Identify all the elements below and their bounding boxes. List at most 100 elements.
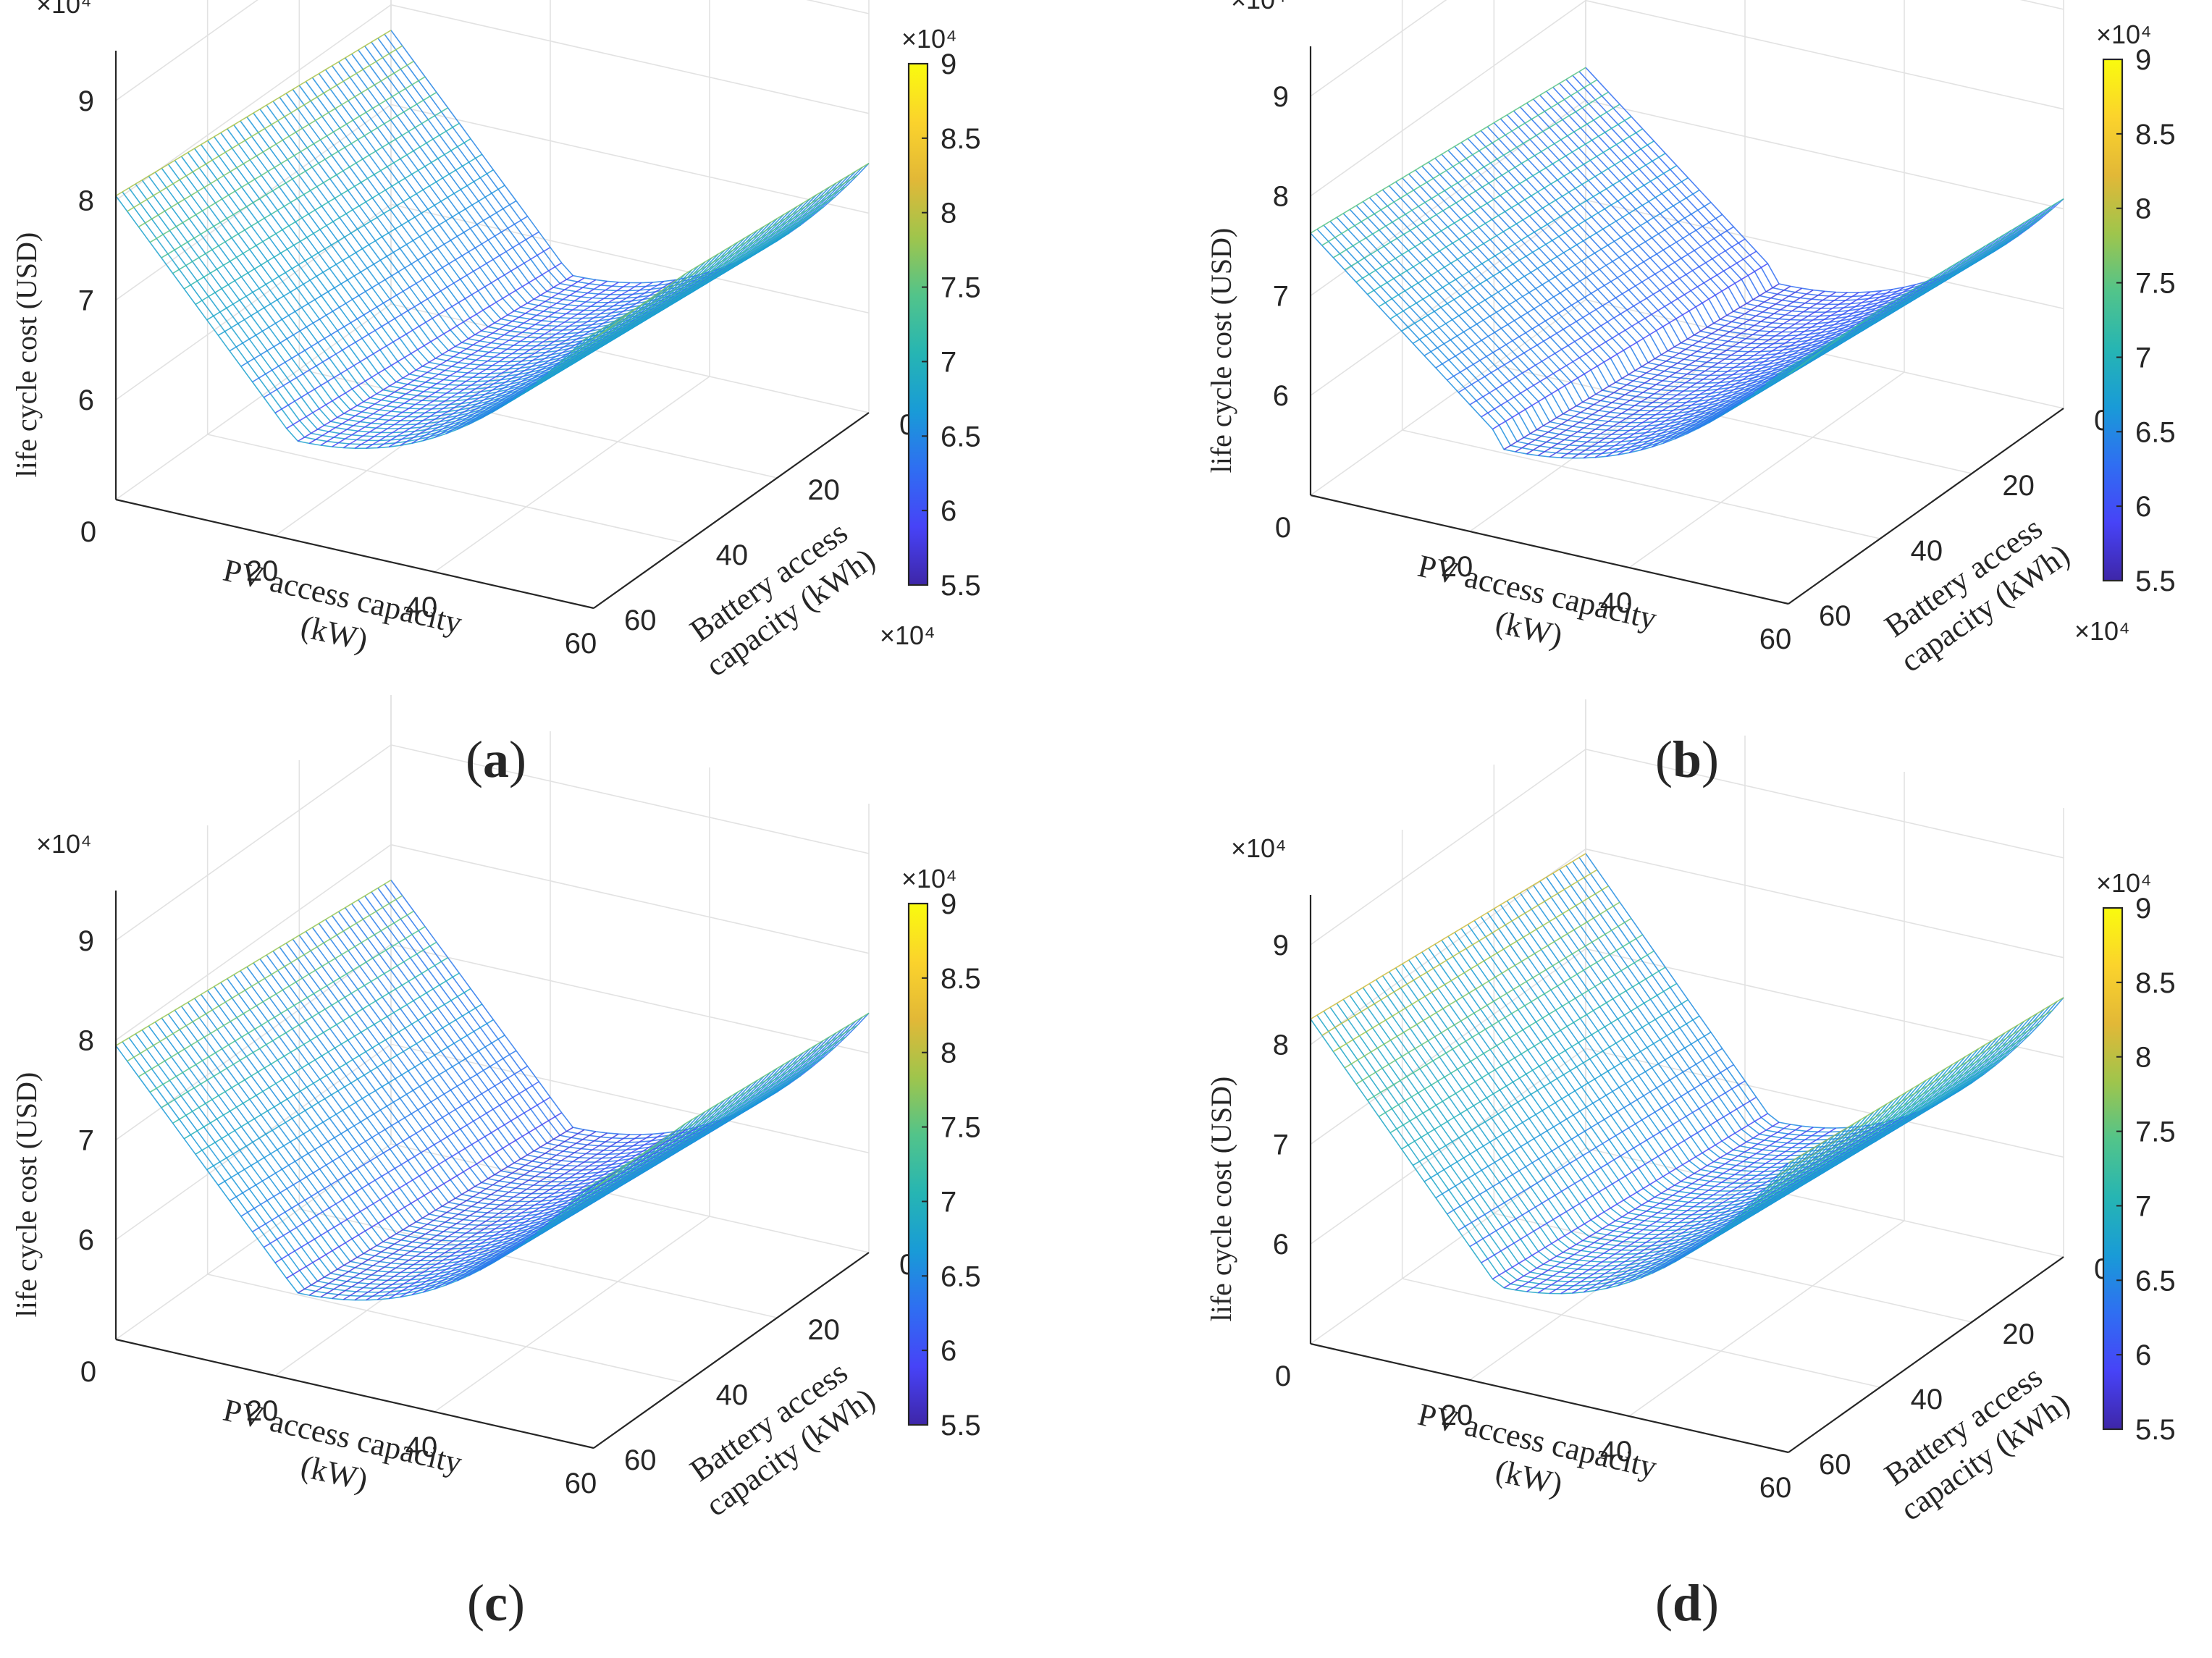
surface-line [1469, 1080, 1746, 1247]
z-axis-title: life cycle cost (USD) [1205, 228, 1237, 474]
grid-line [1310, 948, 1586, 1145]
grid-line [806, 0, 870, 14]
surface-line [308, 1129, 585, 1296]
colorbar-gradient [2103, 59, 2122, 581]
surface-line [351, 54, 830, 308]
grid-line [207, 434, 686, 544]
surface-line [1788, 198, 2064, 375]
surface-line [320, 279, 597, 446]
colorbar-tick-label: 6.5 [941, 421, 981, 453]
surface-line [1560, 291, 1837, 458]
surface-line [195, 138, 471, 306]
colorbar-tick-label: 7.5 [941, 1112, 981, 1144]
surface-line [1435, 201, 1712, 369]
y-tick-label: 60 [624, 605, 657, 636]
surface-line [1492, 1113, 1768, 1280]
caption-letter: c [484, 1574, 508, 1632]
colorbar-gradient [2103, 908, 2122, 1429]
caption-open-paren: ( [466, 731, 483, 788]
y-axis-line [593, 1252, 870, 1449]
colorbar-tick-label: 7 [941, 1186, 956, 1218]
surface-mesh-d [1310, 853, 2064, 1295]
colorbar-a: 5.566.577.588.59×10⁴×10⁴ [880, 24, 981, 650]
surface-line [1481, 1096, 1757, 1263]
z-tick-label: 9 [1273, 930, 1289, 961]
surface-line [366, 282, 642, 449]
surface-line [377, 1133, 653, 1300]
surface-line [1321, 79, 1598, 246]
colorbar-tick-label: 5.5 [941, 570, 981, 602]
grid-line [299, 1208, 778, 1318]
surface-line [138, 910, 414, 1077]
surface-line [1708, 1074, 1985, 1240]
surface-line [364, 895, 844, 1151]
surface-line [345, 907, 824, 1163]
surface-line [377, 888, 857, 1143]
surface-line [358, 49, 837, 303]
x-axis-line [1310, 1342, 1789, 1454]
z-tick-label: 9 [1273, 81, 1289, 113]
surface-line [1537, 289, 1814, 456]
colorbar-gradient [909, 904, 928, 1425]
surface-line [400, 279, 676, 446]
surface-line [536, 1066, 812, 1233]
surface-line [252, 1065, 529, 1232]
surface-line [559, 1047, 836, 1213]
z-tick-label: 6 [78, 1224, 94, 1256]
surface-line [1355, 917, 1632, 1085]
surface-line [1583, 292, 1859, 459]
gridlines [1310, 0, 2064, 605]
surface-line [229, 185, 505, 352]
surface-line [525, 1075, 802, 1242]
colorbar-exponent-bottom: ×10⁴ [880, 620, 935, 650]
surface-line [1401, 982, 1678, 1150]
colorbar-tick-label: 7.5 [2135, 1116, 2176, 1148]
surface-line [183, 972, 460, 1140]
surface-line [1560, 1127, 1837, 1295]
grid-line [390, 4, 870, 114]
surface-line [1617, 1119, 1893, 1287]
surface-line [371, 41, 850, 295]
x-axis-line [115, 1338, 594, 1449]
panel-caption-d: (d) [1655, 1574, 1719, 1632]
grid-line [207, 1274, 686, 1384]
grid-line [390, 203, 870, 314]
surface-line [1606, 1122, 1883, 1289]
surface-line [400, 1131, 676, 1298]
surface-line [1628, 1116, 1905, 1283]
surface-line [1526, 1125, 1803, 1292]
surface-line [1389, 153, 1666, 320]
y-axis-title: Battery accesscapacity (kWh) [1872, 1355, 2076, 1528]
grid-line [115, 844, 392, 1041]
grid-line [1402, 429, 1880, 539]
grid-line [390, 1143, 870, 1253]
y-tick-label: 20 [2002, 470, 2035, 502]
surface-line [115, 879, 392, 1046]
x-tick-label: 0 [80, 516, 96, 548]
colorbar-tick-label: 6.5 [941, 1261, 981, 1292]
surface-line [342, 282, 619, 449]
z-axis-title: life cycle cost (USD) [1205, 1077, 1237, 1322]
y-axis-title: Battery accesscapacity (kWh) [678, 1350, 881, 1523]
surface-line [1565, 79, 2045, 306]
colorbar-tick-label: 8.5 [2135, 119, 2176, 151]
surface-line [229, 1035, 505, 1202]
surface-line [371, 891, 850, 1148]
z-axis-title: life cycle cost (USD) [10, 1072, 43, 1318]
surface-line [1731, 243, 2007, 410]
z-tick-label: 9 [78, 925, 94, 957]
surface-line [513, 1083, 790, 1250]
surface-line [308, 277, 585, 445]
surface-line [297, 1127, 573, 1294]
surface-line [183, 122, 460, 290]
caption-open-paren: ( [467, 1574, 484, 1632]
surface-line [297, 274, 573, 442]
surface-line [206, 1003, 483, 1171]
surface-line [342, 1133, 619, 1300]
surface-line [1754, 1034, 2030, 1201]
